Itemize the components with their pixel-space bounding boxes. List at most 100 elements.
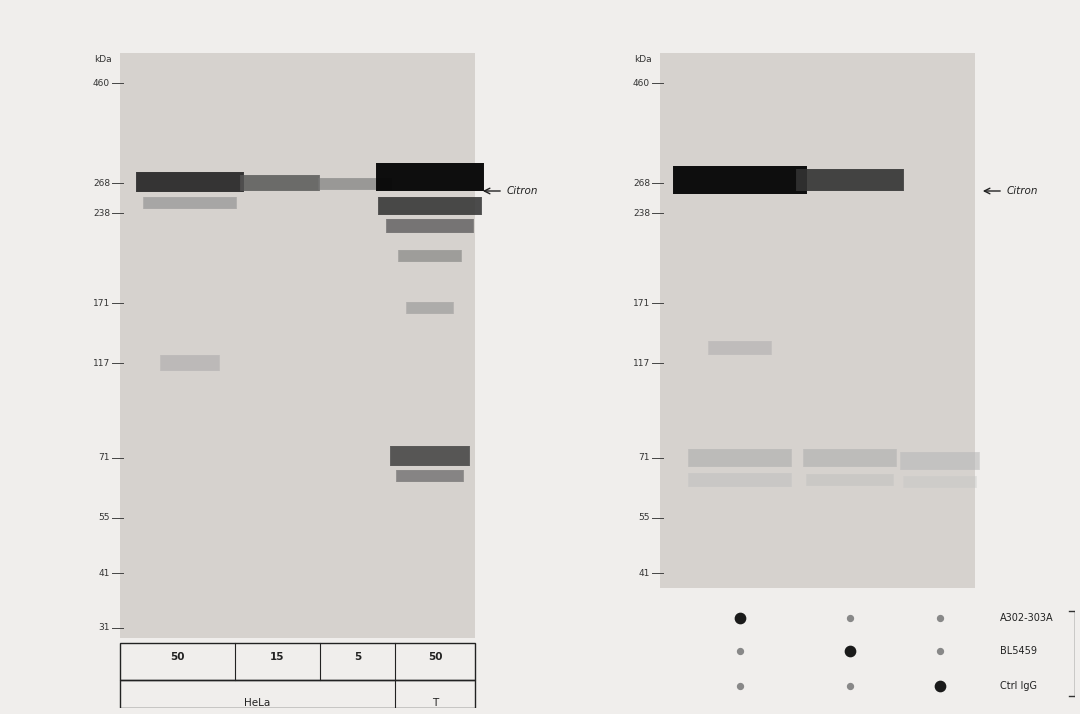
Bar [376,163,484,191]
Bar [387,219,473,233]
Point [931,680,948,692]
Text: 41: 41 [638,568,650,578]
Bar [396,470,464,482]
Bar [797,169,903,191]
Bar [688,449,792,467]
Bar [120,680,475,708]
Bar [797,170,903,191]
Bar [379,197,482,215]
Bar [120,643,475,680]
Bar [397,471,463,481]
Bar [708,341,772,355]
Point [841,645,859,657]
Bar [689,450,791,466]
Text: 460: 460 [633,79,650,88]
Text: 460: 460 [93,79,110,88]
Point [841,680,859,692]
Text: kDa: kDa [94,56,112,64]
Bar [390,446,470,466]
Text: 50: 50 [428,652,442,662]
Bar [904,476,976,488]
Point [841,613,859,624]
Point [931,645,948,657]
Text: 41: 41 [98,568,110,578]
Text: 71: 71 [98,453,110,463]
Bar [689,473,792,487]
Bar [901,453,978,469]
Bar [674,166,806,193]
Text: Citron: Citron [507,186,539,196]
Bar [241,176,320,191]
Text: 31: 31 [98,623,110,633]
Bar [806,474,894,486]
Bar [805,450,895,466]
Text: 55: 55 [98,513,110,523]
Bar [804,449,896,467]
Text: 238: 238 [633,208,650,218]
Bar [406,302,454,313]
Bar [900,452,980,470]
Bar [120,53,475,638]
Bar [144,197,237,208]
Bar [379,198,481,214]
Bar [161,356,219,371]
Bar [807,475,893,486]
Bar [673,166,807,194]
Text: 268: 268 [93,178,110,188]
Text: A302-303A: A302-303A [1000,613,1054,623]
Bar [400,251,461,261]
Bar [710,341,771,354]
Text: 71: 71 [638,453,650,463]
Bar [396,471,463,482]
Text: 117: 117 [633,358,650,368]
Bar [319,178,391,190]
Bar [318,178,392,190]
Point [731,645,748,657]
Bar [377,164,484,191]
Text: 171: 171 [93,298,110,308]
Bar [143,197,237,209]
Bar [901,452,980,470]
Bar [807,474,893,486]
Bar [388,220,473,232]
Bar [136,172,244,192]
Bar [136,172,243,191]
Bar [386,219,474,233]
Text: 171: 171 [633,298,650,308]
Bar [241,176,319,191]
Bar [674,166,807,193]
Text: 5: 5 [354,652,361,662]
Text: 55: 55 [638,513,650,523]
Text: 50: 50 [171,652,185,662]
Text: Citron: Citron [1007,186,1039,196]
Point [731,680,748,692]
Bar [160,355,220,371]
Text: Ctrl IgG: Ctrl IgG [1000,681,1037,691]
Text: 268: 268 [633,178,650,188]
Bar [406,302,454,314]
Text: T: T [432,698,438,708]
Bar [399,250,462,262]
Text: kDa: kDa [634,56,652,64]
Bar [688,473,792,487]
Bar [137,173,243,191]
Bar [689,449,792,467]
Bar [407,303,453,313]
Point [931,613,948,624]
Bar [708,341,771,355]
Bar [689,473,791,486]
Bar [145,198,235,208]
Bar [320,178,391,189]
Bar [904,477,976,488]
Text: 238: 238 [93,208,110,218]
Text: HeLa: HeLa [244,698,271,708]
Bar [240,175,320,191]
Bar [391,446,469,466]
Bar [399,251,461,262]
Bar [903,476,977,488]
Text: BL5459: BL5459 [1000,646,1037,656]
Bar [378,197,482,215]
Point [731,613,748,624]
Bar [796,169,904,191]
Bar [377,164,483,191]
